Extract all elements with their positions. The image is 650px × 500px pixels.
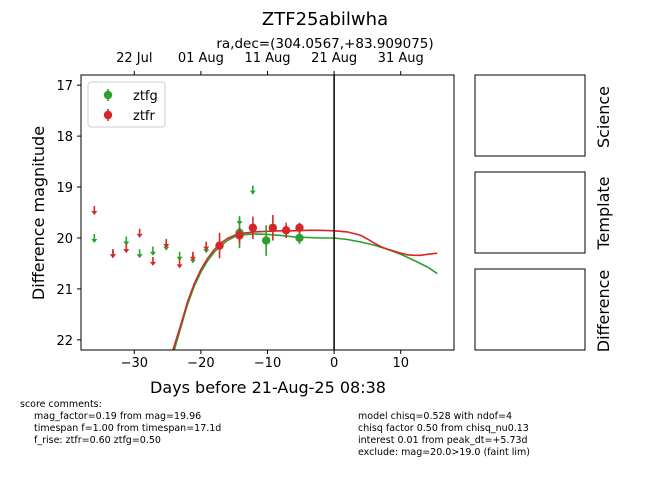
score-comments-header: score comments: — [20, 399, 102, 410]
x-tick-label: 0 — [330, 356, 338, 371]
top-tick-label: 11 Aug — [244, 51, 290, 66]
legend: ztfg ztfr — [87, 81, 166, 128]
detection-ztfr — [281, 222, 291, 238]
difference-label: Difference — [594, 270, 613, 352]
top-tick-label: 21 Aug — [311, 51, 357, 66]
y-tick-label: 18 — [56, 130, 73, 145]
upper-limit-ztfr — [109, 249, 116, 259]
detection-ztfr — [268, 215, 278, 241]
legend-marker-ztfr — [103, 110, 113, 120]
top-tick-label: 31 Aug — [378, 51, 424, 66]
upper-limit-ztfg — [91, 233, 98, 243]
upper-limit-ztfr — [91, 205, 98, 215]
upper-limit-ztfr — [123, 244, 130, 254]
template-panel — [474, 171, 586, 254]
upper-limit-ztfr — [163, 239, 170, 249]
detection-ztfr — [235, 227, 244, 244]
detection-ztfg — [295, 231, 304, 245]
upper-limit-ztfg — [176, 251, 183, 261]
score-comment-line: mag_factor=0.19 from mag=19.96 — [34, 411, 202, 422]
detection-ztfr — [295, 222, 304, 233]
y-axis-label: Difference magnitude — [29, 126, 48, 300]
detection-ztfr — [215, 232, 224, 259]
x-tick-label: 10 — [392, 356, 409, 371]
detection-ztfr — [248, 216, 258, 239]
upper-limit-ztfr — [149, 256, 156, 266]
model-curve-ztfr — [172, 229, 438, 350]
x-tick-label: −30 — [121, 356, 148, 371]
upper-limit-ztfg — [149, 246, 156, 256]
legend-label-ztfg: ztfg — [133, 89, 158, 104]
chart-subtitle: ra,dec=(304.0567,+83.909075) — [216, 36, 433, 52]
x-tick-label: −10 — [254, 356, 281, 371]
score-comment-line: timespan f=1.00 from timespan=17.1d — [34, 423, 222, 434]
upper-limit-ztfr — [136, 228, 143, 238]
y-tick-label: 21 — [56, 283, 73, 298]
x-axis-label: Days before 21-Aug-25 08:38 — [150, 378, 386, 397]
upper-limit-ztfr — [189, 251, 196, 261]
top-date-axis: 22 Jul 01 Aug 11 Aug 21 Aug 31 Aug — [116, 51, 424, 75]
upper-limit-ztfr — [203, 241, 210, 251]
template-label: Template — [594, 176, 613, 250]
y-tick-label: 22 — [56, 334, 73, 349]
y-tick-label: 19 — [56, 181, 73, 196]
model-comment-line: exclude: mag=20.0>19.0 (faint lim) — [358, 447, 530, 458]
model-comment-line: model chisq=0.528 with ndof=4 — [358, 411, 513, 422]
y-tick-label: 17 — [56, 79, 73, 94]
score-comment-line: f_rise: ztfr=0.60 ztfg=0.50 — [34, 435, 161, 446]
chart-title: ZTF25abilwha — [262, 9, 388, 30]
top-tick-label: 01 Aug — [178, 51, 224, 66]
science-label: Science — [594, 86, 613, 148]
legend-marker-ztfg — [103, 90, 113, 100]
model-comment-line: interest 0.01 from peak_dt=+5.73d — [358, 435, 528, 446]
legend-label-ztfr: ztfr — [133, 109, 155, 124]
upper-limit-ztfg — [249, 185, 256, 195]
model-comment-line: chisq factor 0.50 from chisq_nu0.13 — [358, 423, 529, 434]
plot-content — [91, 75, 438, 350]
side-panels: Science Template Difference — [474, 74, 613, 352]
upper-limit-ztfg — [123, 236, 130, 246]
x-tick-label: −20 — [187, 356, 214, 371]
upper-limit-ztfr — [176, 259, 183, 269]
y-tick-label: 20 — [56, 232, 73, 247]
top-tick-label: 22 Jul — [116, 51, 152, 66]
detection-ztfg — [261, 225, 271, 256]
upper-limit-ztfg — [136, 249, 143, 259]
difference-panel — [474, 268, 586, 351]
science-panel — [474, 74, 586, 157]
main-plot: −30 −20 −10 0 10 17 18 19 20 21 22 — [56, 74, 455, 371]
